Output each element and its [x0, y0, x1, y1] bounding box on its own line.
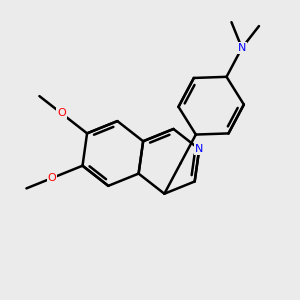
- Text: N: N: [195, 144, 203, 154]
- Text: O: O: [57, 108, 66, 118]
- Text: O: O: [48, 173, 57, 183]
- Text: N: N: [238, 43, 246, 53]
